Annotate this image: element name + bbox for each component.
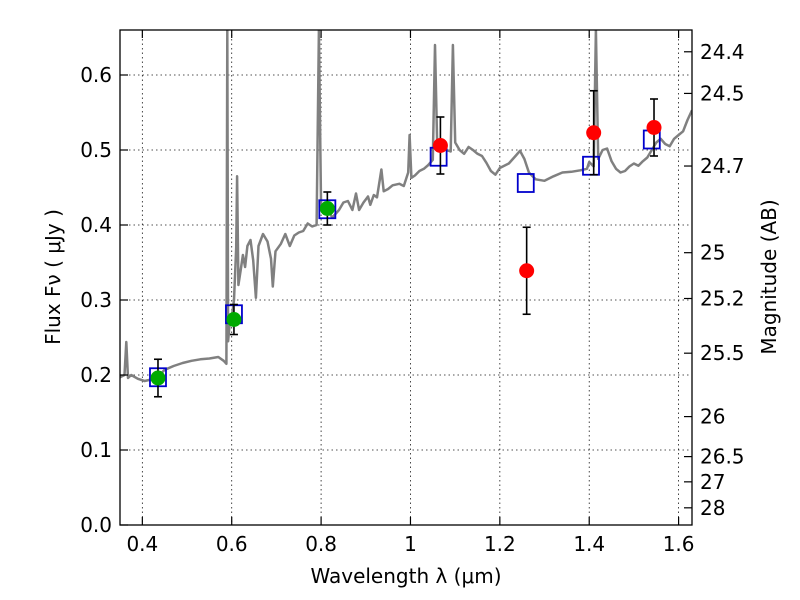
- y-tick-label: 0.3: [80, 288, 112, 312]
- x-tick-label: 1: [404, 532, 417, 556]
- model-box: [582, 155, 600, 176]
- red-point: [432, 138, 448, 153]
- y-tick-label: 0.2: [80, 363, 112, 387]
- x-tick-label: 0.4: [126, 532, 158, 556]
- x-tick-label: 0.6: [216, 532, 248, 556]
- y-tick-label: 0.5: [80, 138, 112, 162]
- x-tick-label: 0.8: [305, 532, 337, 556]
- model-box: [516, 173, 535, 193]
- spectrum-layer: [120, 30, 692, 383]
- spectrum-line: [120, 30, 692, 383]
- y-tick-label: 0.0: [80, 513, 112, 537]
- x-tick-label: 1.2: [484, 532, 516, 556]
- x-tick-label: 1.6: [663, 532, 695, 556]
- y-tick-label: 0.4: [80, 213, 112, 237]
- error-bars: [153, 89, 659, 398]
- right-tick-label: 25: [700, 241, 725, 265]
- right-tick-label: 24.7: [700, 154, 745, 178]
- right-tick-label: 25.5: [700, 341, 745, 365]
- green-point: [226, 312, 242, 327]
- red-point: [586, 125, 602, 141]
- grid: [120, 30, 692, 525]
- green-point: [150, 370, 166, 386]
- red-point: [519, 263, 535, 279]
- right-tick-label: 24.5: [700, 81, 745, 105]
- y-axis-label-right: Magnitude (AB): [757, 199, 781, 354]
- green-point: [319, 201, 335, 216]
- right-tick-label: 26.5: [700, 445, 745, 469]
- plot-frame: [119, 29, 693, 526]
- right-tick-label: 27: [700, 470, 725, 494]
- right-tick-label: 28: [700, 496, 725, 520]
- right-tick-label: 24.4: [700, 40, 745, 64]
- x-axis-label: Wavelength λ (μm): [310, 564, 501, 588]
- right-tick-label: 25.2: [700, 287, 745, 311]
- y-tick-label: 0.6: [80, 63, 112, 87]
- x-tick-label: 1.4: [573, 532, 605, 556]
- y-axis-label-left: Flux Fν ( μJy ): [41, 209, 65, 345]
- photometry-points: [150, 120, 662, 386]
- axis-ticks: 0.4 0.6 0.8 1 1.2 1.4 1.6 0.0 0.1 0.2 0.3 0.4 0.5 0.6…: [80, 30, 745, 556]
- right-tick-label: 26: [700, 405, 725, 429]
- red-point: [646, 120, 662, 135]
- y-tick-label: 0.1: [80, 438, 112, 462]
